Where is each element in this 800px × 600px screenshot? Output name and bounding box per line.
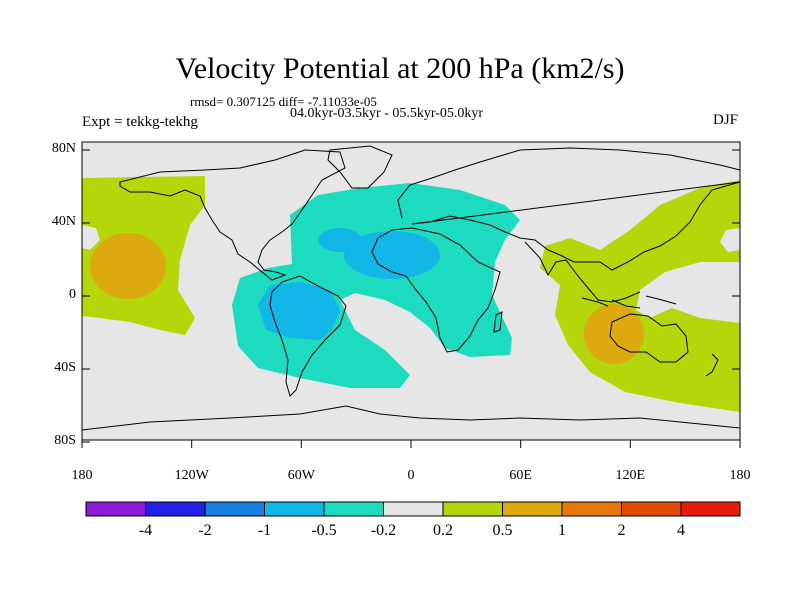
- colorbar-label: 2: [617, 522, 626, 539]
- negative-core-atlantic: [318, 228, 362, 252]
- coastline-new-zealand: [705, 353, 719, 377]
- coastline-africa: [371, 227, 501, 353]
- coastline-south-america: [269, 275, 347, 397]
- colorbar-box: [502, 501, 563, 517]
- colorbar-box: [383, 501, 444, 517]
- coastline-eurasia: [397, 147, 740, 271]
- contour-fields: [82, 145, 740, 431]
- coastline-south-asia: [524, 241, 641, 303]
- colorbar-label: 0.5: [492, 522, 513, 539]
- colorbar: [85, 501, 741, 517]
- colorbar-label: 1: [558, 522, 566, 539]
- lon-ticks: [81, 440, 741, 448]
- colorbar-label: -0.2: [370, 522, 397, 539]
- colorbar-box: [85, 501, 146, 517]
- colorbar-box: [264, 501, 325, 517]
- negative-core-africa: [344, 231, 440, 279]
- lon-label: 120E: [615, 468, 646, 483]
- season-label: DJF: [713, 112, 739, 128]
- experiment-label: Expt = tekkg-tekhg: [82, 114, 198, 130]
- lon-label: 180: [71, 468, 93, 483]
- positive-gray-gap: [636, 262, 740, 323]
- coastline-madagascar: [493, 311, 503, 333]
- colorbar-label: 4: [677, 522, 685, 539]
- positive-core-pacific-west: [90, 233, 166, 299]
- plot-title: Velocity Potential at 200 hPa (km2/s): [175, 52, 625, 85]
- coastline-greenland: [327, 145, 393, 189]
- colorbar-box: [561, 501, 622, 517]
- lon-label: 120W: [174, 468, 209, 483]
- colorbar-box: [323, 501, 384, 517]
- east-pacific-gray-notch: [720, 228, 740, 252]
- lat-label: 0: [69, 287, 76, 302]
- colorbar-label: -4: [138, 522, 153, 539]
- colorbar-label: -0.5: [311, 522, 337, 539]
- colorbar-box: [442, 501, 503, 517]
- colorbar-label: 0.2: [433, 522, 453, 539]
- lat-label: 80S: [54, 433, 76, 448]
- coastlines: [82, 145, 740, 431]
- colorbar-box: [680, 501, 741, 517]
- coastline-north-america: [119, 149, 346, 281]
- colorbar-box: [145, 501, 206, 517]
- lon-label: 60E: [509, 468, 532, 483]
- stats-line: rmsd= 0.307125 diff= -7.11033e-05: [190, 94, 377, 109]
- west-pacific-gray-notch: [82, 225, 100, 250]
- colorbar-box: [621, 501, 682, 517]
- positive-core-australia: [584, 304, 644, 364]
- lat-label: 40N: [51, 214, 76, 229]
- colorbar-label: -2: [198, 522, 212, 539]
- lon-label: 0: [407, 468, 415, 483]
- coastline-indonesia: [581, 295, 677, 309]
- negative-core-south-america: [258, 282, 340, 340]
- colorbar-label: -1: [257, 522, 272, 539]
- periods-line: 04.0kyr-03.5kyr - 05.5kyr-05.0kyr: [290, 106, 484, 121]
- lon-label: 180: [729, 468, 751, 483]
- coastline-australia: [609, 313, 689, 363]
- coastline-antarctica: [82, 405, 740, 431]
- lat-label: 80N: [51, 141, 76, 156]
- lon-label: 60W: [287, 468, 315, 483]
- lat-ticks: [82, 149, 740, 443]
- lat-label: 40S: [54, 360, 76, 375]
- colorbar-box: [204, 501, 265, 517]
